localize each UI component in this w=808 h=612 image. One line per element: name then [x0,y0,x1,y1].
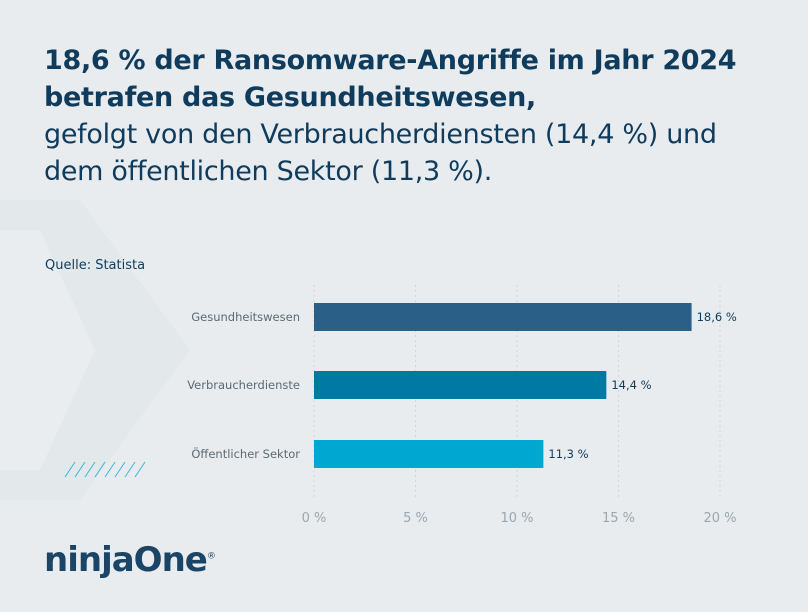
data-label: 14,4 % [611,378,651,392]
headline-regular: gefolgt von den Verbraucherdiensten (14,… [44,119,717,187]
x-tick-label: 20 % [703,511,736,526]
hatch-decoration [64,461,146,478]
category-label: Öffentlicher Sektor [191,445,300,461]
logo-registered-mark: ® [206,551,216,562]
x-tick-label: 15 % [602,511,635,526]
bar [314,440,544,468]
bar [314,371,607,399]
headline: 18,6 % der Ransomware-Angriffe im Jahr 2… [44,42,784,190]
source-label: Quelle: Statista [45,258,146,273]
category-label: Gesundheitswesen [191,310,300,324]
category-label: Verbraucherdienste [187,378,300,392]
headline-bold: 18,6 % der Ransomware-Angriffe im Jahr 2… [44,45,737,113]
data-label: 11,3 % [548,447,588,461]
logo-text: ninjaOne [44,540,208,580]
data-label: 18,6 % [697,310,737,324]
x-tick-label: 0 % [302,511,327,526]
ninjaone-logo: ninjaOne® [44,540,216,580]
x-tick-label: 5 % [403,511,428,526]
x-tick-label: 10 % [500,511,533,526]
bar [314,303,692,331]
